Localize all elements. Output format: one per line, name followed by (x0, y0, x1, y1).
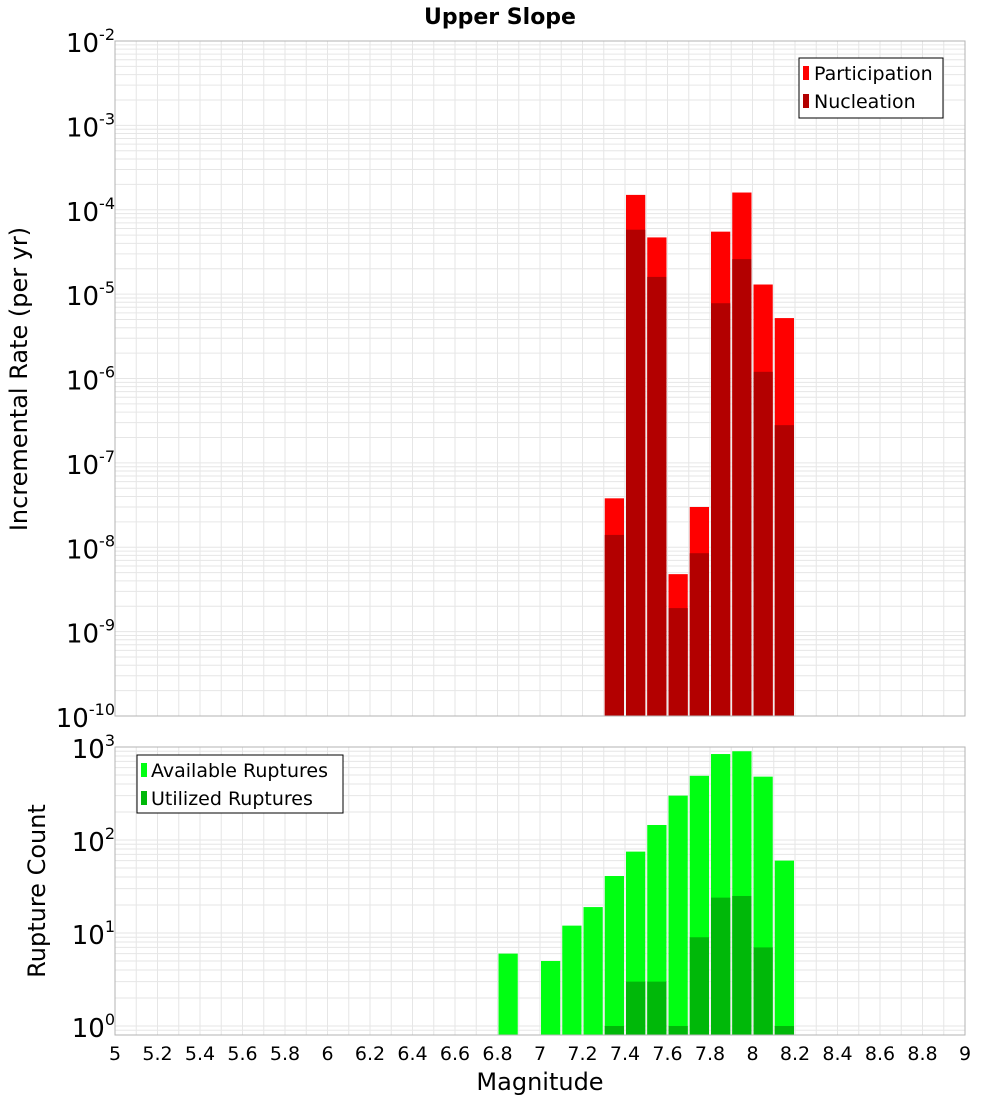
chart-title: Upper Slope (424, 5, 576, 30)
top-grid (114, 41, 966, 717)
x-axis-label: Magnitude (476, 1068, 603, 1096)
x-tick-label: 5.8 (270, 1043, 300, 1065)
bar-utilized-ruptures (711, 897, 731, 1035)
bottom-legend-box (136, 754, 344, 814)
bar-utilized-ruptures (753, 947, 773, 1035)
bar-available-ruptures (583, 907, 603, 1035)
top-plot-border (114, 40, 966, 717)
legend-swatch-nucleation (803, 94, 809, 108)
bar-nucleation (604, 534, 624, 716)
x-tick-label: 6.2 (355, 1043, 385, 1065)
bottom-y-tick-label: 102 (72, 824, 115, 858)
bar-utilized-ruptures (626, 981, 646, 1035)
bar-available-ruptures (774, 860, 794, 1035)
bar-nucleation (732, 259, 752, 716)
bar-nucleation (647, 276, 667, 716)
bar-nucleation (753, 371, 773, 716)
bar-utilized-ruptures (604, 1025, 624, 1035)
legend-label-participation: Participation (814, 63, 933, 85)
legend-label-utilized: Utilized Ruptures (151, 788, 313, 810)
top-legend-box (798, 57, 944, 119)
bar-available-ruptures (498, 953, 518, 1035)
bottom-y-tick-label: 101 (72, 917, 115, 951)
legend-label-available: Available Ruptures (151, 760, 328, 782)
x-tick-label: 8 (746, 1043, 758, 1065)
x-tick-label: 6.8 (482, 1043, 512, 1065)
top-y-tick-label: 10-10 (56, 700, 115, 734)
bottom-grid (114, 747, 966, 1036)
top-y-axis-label: Incremental Rate (per yr) (5, 227, 33, 531)
top-plot: 10-2 10-3 10-4 10-5 10-6 10-7 10-8 10-9 10-10 In… (5, 25, 966, 734)
bar-available-ruptures (562, 925, 582, 1035)
top-y-tick-label: 10-5 (66, 278, 115, 312)
bar-utilized-ruptures (647, 981, 667, 1035)
bar-utilized-ruptures (668, 1025, 688, 1035)
x-tick-label: 8.6 (865, 1043, 895, 1065)
top-y-tick-labels: 10-2 10-3 10-4 10-5 10-6 10-7 10-8 10-9 10-10 (56, 25, 115, 734)
x-tick-label: 5 (109, 1043, 121, 1065)
top-y-tick-label: 10-7 (66, 447, 115, 481)
x-tick-label: 5.4 (185, 1043, 215, 1065)
top-legend: Participation Nucleation (798, 57, 944, 119)
x-tick-label: 7.4 (610, 1043, 640, 1065)
top-y-tick-label: 10-8 (66, 531, 115, 565)
x-tick-labels: 5 5.2 5.4 5.6 5.8 6 6.2 6.4 6.6 6.8 7 7.2 7.4 7.6 7.8 8… (109, 1043, 971, 1065)
bottom-plot-border (114, 746, 966, 1036)
bar-utilized-ruptures (774, 1025, 794, 1035)
x-tick-label: 6.4 (397, 1043, 427, 1065)
bar-utilized-ruptures (689, 937, 709, 1035)
bar-nucleation (711, 303, 731, 716)
x-tick-label: 7.2 (567, 1043, 597, 1065)
legend-label-nucleation: Nucleation (814, 91, 916, 113)
x-tick-label: 9 (959, 1043, 971, 1065)
bottom-plot: 103 102 101 100 5 5.2 5.4 5.6 5.8 6 6.2 6.4 6.6 6.8 7… (23, 731, 971, 1096)
bar-nucleation (668, 608, 688, 716)
x-tick-label: 7 (534, 1043, 546, 1065)
x-tick-label: 6.6 (440, 1043, 470, 1065)
top-y-tick-label: 10-9 (66, 616, 115, 650)
x-tick-label: 5.6 (227, 1043, 257, 1065)
bar-nucleation (689, 553, 709, 716)
x-tick-label: 7.6 (652, 1043, 682, 1065)
bottom-y-tick-labels: 103 102 101 100 (72, 731, 115, 1044)
bottom-y-tick-label: 103 (72, 731, 115, 765)
legend-swatch-participation (803, 66, 809, 80)
top-bars (604, 192, 794, 717)
bottom-y-axis-label: Rupture Count (23, 804, 51, 978)
bar-available-ruptures (668, 795, 688, 1035)
top-y-tick-label: 10-3 (66, 109, 115, 143)
bottom-bars (498, 751, 794, 1035)
bar-nucleation (626, 229, 646, 717)
bar-utilized-ruptures (732, 895, 752, 1035)
x-tick-label: 8.8 (907, 1043, 937, 1065)
bottom-y-tick-label: 100 (72, 1010, 115, 1044)
top-y-tick-label: 10-6 (66, 363, 115, 397)
x-tick-label: 8.2 (780, 1043, 810, 1065)
bottom-legend: Available Ruptures Utilized Ruptures (136, 754, 344, 814)
bar-nucleation (774, 425, 794, 716)
x-tick-label: 6 (321, 1043, 333, 1065)
top-y-tick-label: 10-2 (66, 25, 115, 59)
bar-available-ruptures (604, 876, 624, 1035)
x-tick-label: 5.2 (142, 1043, 172, 1065)
x-tick-label: 7.8 (695, 1043, 725, 1065)
legend-swatch-available (141, 763, 147, 777)
top-y-tick-label: 10-4 (66, 194, 115, 228)
x-tick-label: 8.4 (822, 1043, 852, 1065)
legend-swatch-utilized (141, 791, 147, 805)
bar-available-ruptures (541, 960, 561, 1035)
